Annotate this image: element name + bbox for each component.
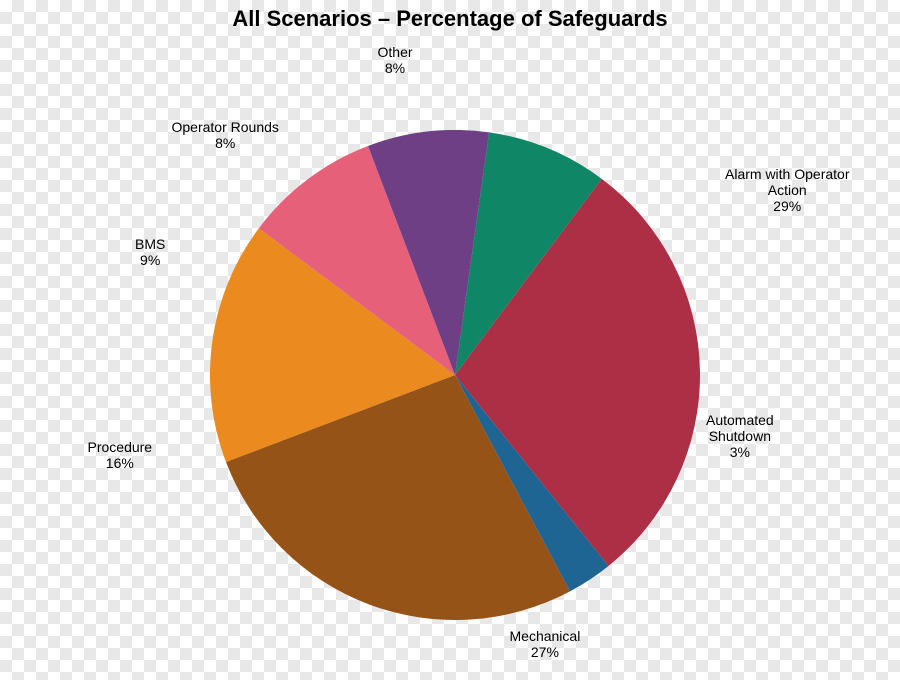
- slice-label: Automated Shutdown 3%: [706, 412, 774, 460]
- chart-canvas: All Scenarios – Percentage of Safeguards…: [0, 0, 900, 680]
- slice-label: Operator Rounds 8%: [172, 119, 279, 151]
- pie-chart: [210, 130, 700, 620]
- slice-label: Alarm with Operator Action 29%: [725, 166, 849, 214]
- slice-label: Other 8%: [378, 44, 413, 76]
- slice-label: Mechanical 27%: [510, 628, 581, 660]
- slice-label: BMS 9%: [135, 236, 165, 268]
- chart-title: All Scenarios – Percentage of Safeguards: [0, 6, 900, 32]
- slice-label: Procedure 16%: [88, 439, 153, 471]
